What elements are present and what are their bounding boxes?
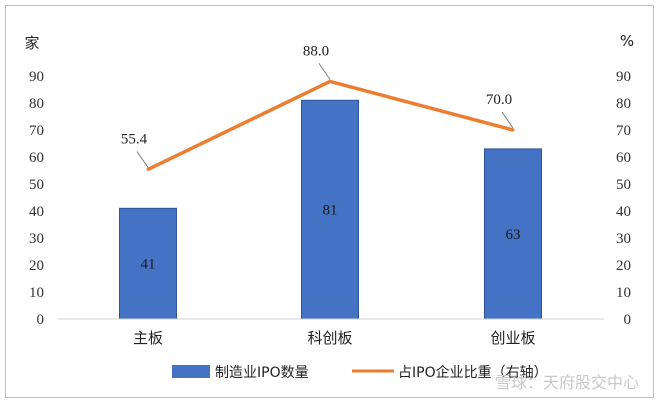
left-tick-label: 20 xyxy=(29,258,44,274)
data-label-leader xyxy=(318,63,331,80)
right-axis: 0 10 20 30 40 50 60 70 80 90 xyxy=(616,69,631,328)
left-tick-label: 40 xyxy=(29,204,44,220)
right-tick-label: 90 xyxy=(616,69,631,85)
left-tick-label: 80 xyxy=(29,96,44,112)
bar xyxy=(301,99,359,320)
line-point xyxy=(146,167,150,171)
left-axis: 0 10 20 30 40 50 60 70 80 90 xyxy=(29,69,44,328)
right-tick-label: 60 xyxy=(616,150,631,166)
right-tick-label: 0 xyxy=(624,312,632,328)
legend-label-bars: 制造业IPO数量 xyxy=(215,365,309,381)
line-data-label: 70.0 xyxy=(486,92,512,108)
right-tick-label: 10 xyxy=(616,285,631,301)
x-tick-label: 创业板 xyxy=(490,329,535,347)
left-tick-label: 30 xyxy=(29,231,44,247)
legend-label-line: 占IPO企业比重（右轴） xyxy=(398,364,548,381)
line-point xyxy=(511,128,515,132)
right-tick-label: 80 xyxy=(616,96,631,112)
x-tick-label: 科创板 xyxy=(307,329,352,347)
bar xyxy=(484,148,542,320)
left-tick-label: 70 xyxy=(29,123,44,139)
left-tick-label: 10 xyxy=(29,285,44,301)
legend-swatch-bars xyxy=(172,365,210,378)
line-series: 55.4 88.0 70.0 xyxy=(121,43,515,171)
x-tick-label: 主板 xyxy=(133,329,163,347)
legend: 制造业IPO数量 占IPO企业比重（右轴） xyxy=(172,364,548,381)
data-label-leader xyxy=(136,151,149,168)
right-tick-label: 20 xyxy=(616,258,631,274)
right-tick-label: 50 xyxy=(616,177,631,193)
bar xyxy=(119,207,177,320)
left-tick-label: 50 xyxy=(29,177,44,193)
data-label-leader xyxy=(501,111,514,129)
bar-series: 41 81 63 xyxy=(119,99,542,320)
right-tick-label: 40 xyxy=(616,204,631,220)
bar-data-label: 63 xyxy=(506,227,521,243)
left-tick-label: 0 xyxy=(37,312,45,328)
line-point xyxy=(328,79,332,83)
bar-data-label: 41 xyxy=(141,257,156,273)
x-axis: 主板 科创板 创业板 xyxy=(133,329,536,347)
bar-data-label: 81 xyxy=(323,203,338,219)
line-data-label: 88.0 xyxy=(303,43,329,59)
right-tick-label: 30 xyxy=(616,231,631,247)
line-data-label: 55.4 xyxy=(121,131,148,147)
right-tick-label: 70 xyxy=(616,123,631,139)
watermark: 雪球：天府股交中心 xyxy=(495,373,639,392)
left-axis-unit: 家 xyxy=(24,34,39,52)
left-tick-label: 90 xyxy=(29,69,44,85)
left-tick-label: 60 xyxy=(29,150,44,166)
right-axis-unit: % xyxy=(620,32,634,50)
